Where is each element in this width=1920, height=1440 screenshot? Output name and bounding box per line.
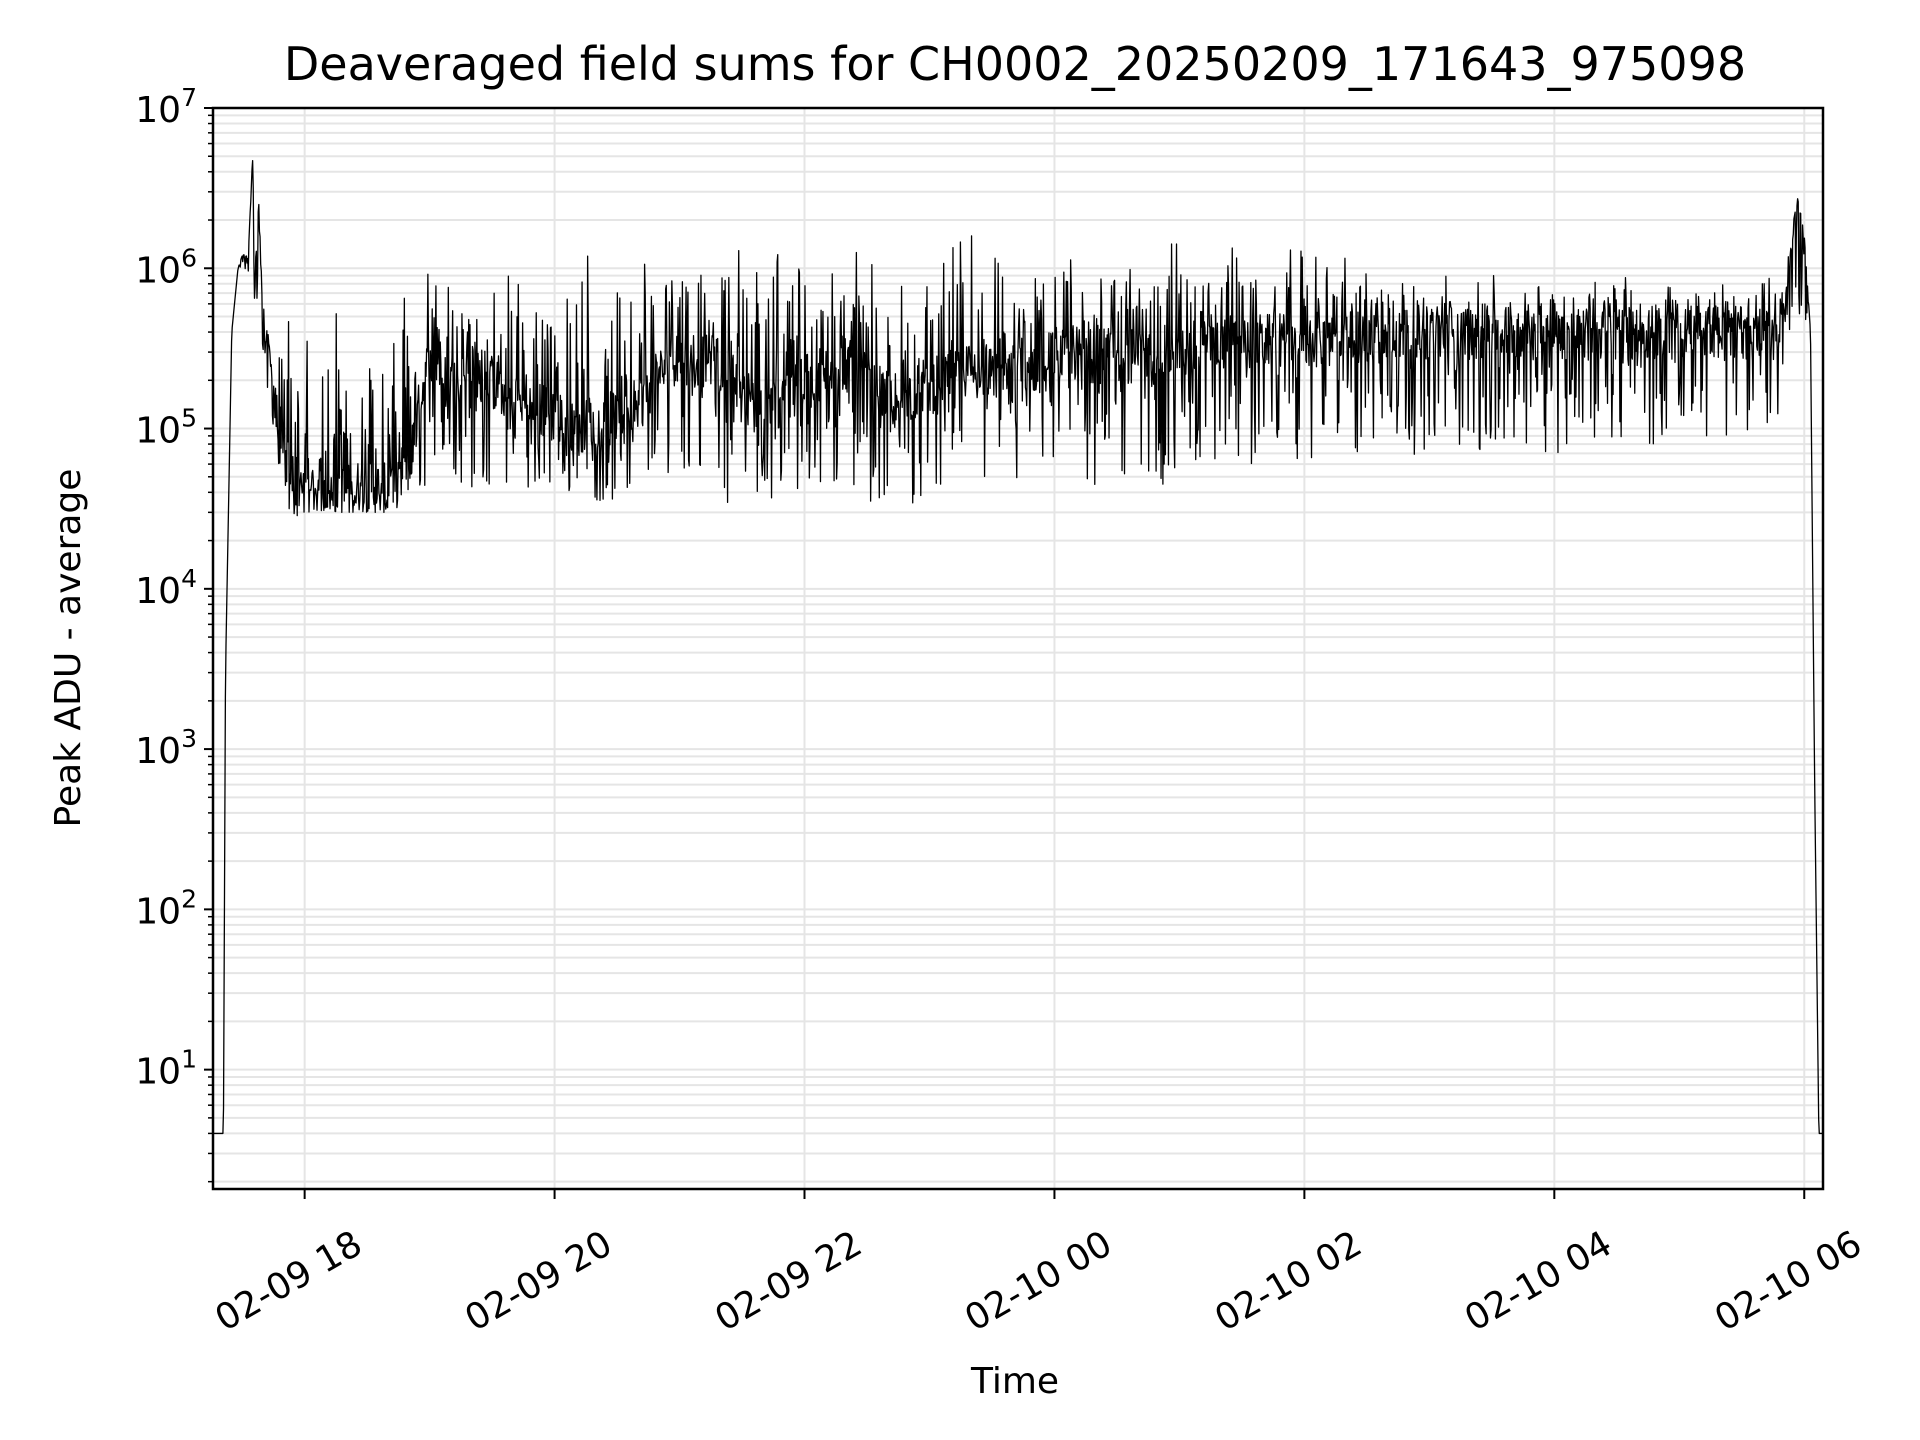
chart-title: Deaveraged field sums for CH0002_2025020… — [284, 37, 1746, 91]
y-tick-label: 106 — [135, 243, 197, 291]
y-tick-label: 105 — [135, 404, 197, 452]
y-axis: 101 102 103 104 105 106 107 — [135, 83, 213, 1183]
x-axis-label: Time — [970, 1361, 1059, 1402]
y-axis-label: Peak ADU - average — [48, 469, 89, 828]
grid-lines — [213, 107, 1823, 1189]
series-line — [213, 160, 1823, 1135]
y-tick-label: 102 — [135, 884, 197, 932]
plot-area — [213, 160, 1823, 1135]
plot-frame — [211, 106, 1825, 1191]
y-tick-label: 104 — [135, 564, 197, 612]
series-group — [213, 160, 1823, 1135]
y-tick-label: 107 — [135, 83, 197, 131]
y-tick-label: 101 — [135, 1045, 197, 1093]
y-tick-label: 103 — [135, 724, 197, 772]
